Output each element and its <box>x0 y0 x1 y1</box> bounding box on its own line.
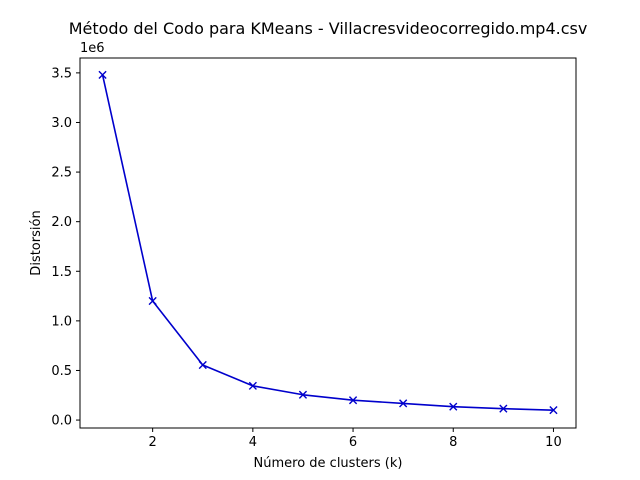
data-point-marker <box>348 396 358 405</box>
y-tick-label: 1.0 <box>51 314 72 329</box>
x-tick-label: 6 <box>349 435 357 450</box>
y-axis-label: Distorsión <box>29 210 44 275</box>
data-point-marker <box>248 381 257 390</box>
data-point-marker <box>449 402 458 411</box>
data-point-marker <box>499 404 508 413</box>
y-tick-label: 0.0 <box>51 414 72 429</box>
x-axis-label: Número de clusters (k) <box>254 456 403 471</box>
x-tick-label: 2 <box>149 435 157 450</box>
y-tick-label: 3.0 <box>51 116 72 131</box>
x-tick-label: 10 <box>545 435 562 450</box>
x-tick-label: 4 <box>249 435 257 450</box>
y-tick-label: 0.5 <box>51 364 72 379</box>
series-line <box>101 74 554 411</box>
y-tick-label: 3.5 <box>51 66 72 81</box>
data-point-marker <box>298 390 308 399</box>
y-tick-label: 2.5 <box>51 166 72 181</box>
data-point-marker <box>148 296 157 306</box>
data-point-marker <box>98 70 107 79</box>
data-point-marker <box>399 399 408 408</box>
y-offset-label: 1e6 <box>80 41 105 56</box>
chart-title: Método del Codo para KMeans - Villacresv… <box>69 19 588 38</box>
data-point-marker <box>198 360 207 370</box>
plot-area <box>80 58 576 428</box>
y-axis: 0.0 0.5 1.0 1.5 2.0 2.5 3.0 3.5 <box>51 66 80 429</box>
x-tick-label: 8 <box>449 435 457 450</box>
plot-frame <box>79 57 577 429</box>
x-axis: 2 4 6 8 10 <box>149 428 562 450</box>
data-point-marker <box>549 406 558 415</box>
y-tick-label: 1.5 <box>51 265 72 280</box>
y-tick-label: 2.0 <box>51 215 72 230</box>
series-layer <box>98 70 558 415</box>
